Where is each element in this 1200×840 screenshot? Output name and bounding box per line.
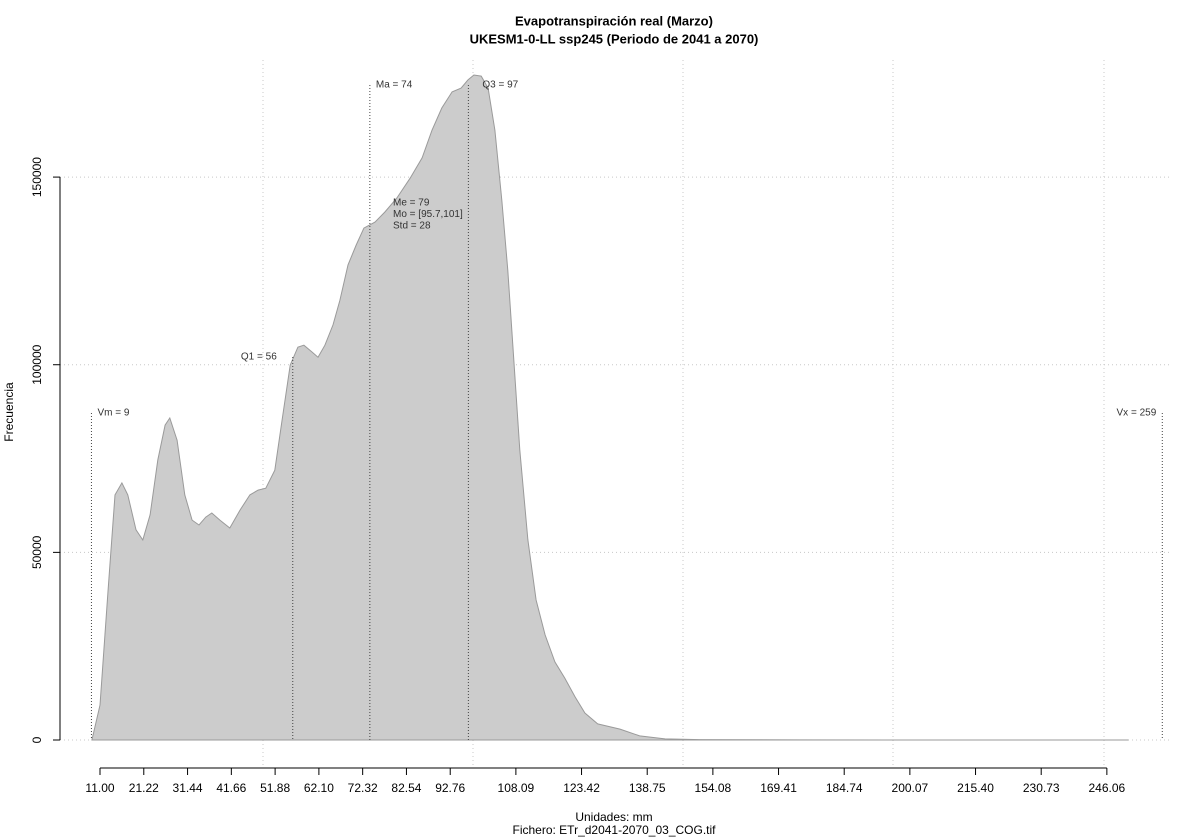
chart-title: Evapotranspiración real (Marzo)	[515, 13, 713, 28]
y-tick-label: 100000	[30, 344, 44, 384]
density-area	[91, 74, 1129, 741]
y-tick-label: 50000	[30, 535, 44, 569]
x-tick-label: 200.07	[892, 781, 929, 795]
x-tick-label: 169.41	[760, 781, 797, 795]
x-tick-label: 11.00	[85, 781, 114, 795]
stat-marker-label: Ma = 74	[376, 80, 413, 91]
stat-text: Mo = [95.7,101]	[393, 209, 463, 220]
x-tick-label: 31.44	[173, 781, 203, 795]
stat-marker-label: Q1 = 56	[241, 352, 277, 363]
x-tick-label: 230.73	[1023, 781, 1060, 795]
x-tick-label: 62.10	[304, 781, 334, 795]
x-tick-label: 184.74	[826, 781, 863, 795]
x-tick-label: 154.08	[695, 781, 732, 795]
stat-marker-label: Vx = 259	[1117, 408, 1157, 419]
x-tick-label: 21.22	[129, 781, 159, 795]
y-axis-label: Frecuencia	[2, 382, 16, 442]
stat-text: Me = 79	[393, 198, 430, 209]
stat-marker-label: Vm = 9	[97, 408, 129, 419]
x-tick-label: 51.88	[260, 781, 290, 795]
stat-text: Std = 28	[393, 221, 431, 232]
x-tick-label: 92.76	[435, 781, 465, 795]
chart-subtitle: UKESM1-0-LL ssp245 (Periodo de 2041 a 20…	[470, 31, 759, 46]
x-tick-label: 108.09	[498, 781, 535, 795]
x-tick-label: 246.06	[1089, 781, 1126, 795]
x-tick-label: 41.66	[216, 781, 246, 795]
caption: Fichero: ETr_d2041-2070_03_COG.tif	[513, 823, 717, 837]
x-axis-label: Unidades: mm	[575, 810, 652, 824]
y-tick-label: 0	[30, 736, 44, 743]
x-tick-label: 123.42	[563, 781, 600, 795]
x-tick-label: 138.75	[629, 781, 666, 795]
x-tick-label: 215.40	[957, 781, 994, 795]
stat-marker-label: Q3 = 97	[482, 80, 518, 91]
x-tick-label: 82.54	[391, 781, 421, 795]
y-tick-label: 150000	[30, 157, 44, 197]
x-tick-label: 72.32	[348, 781, 378, 795]
